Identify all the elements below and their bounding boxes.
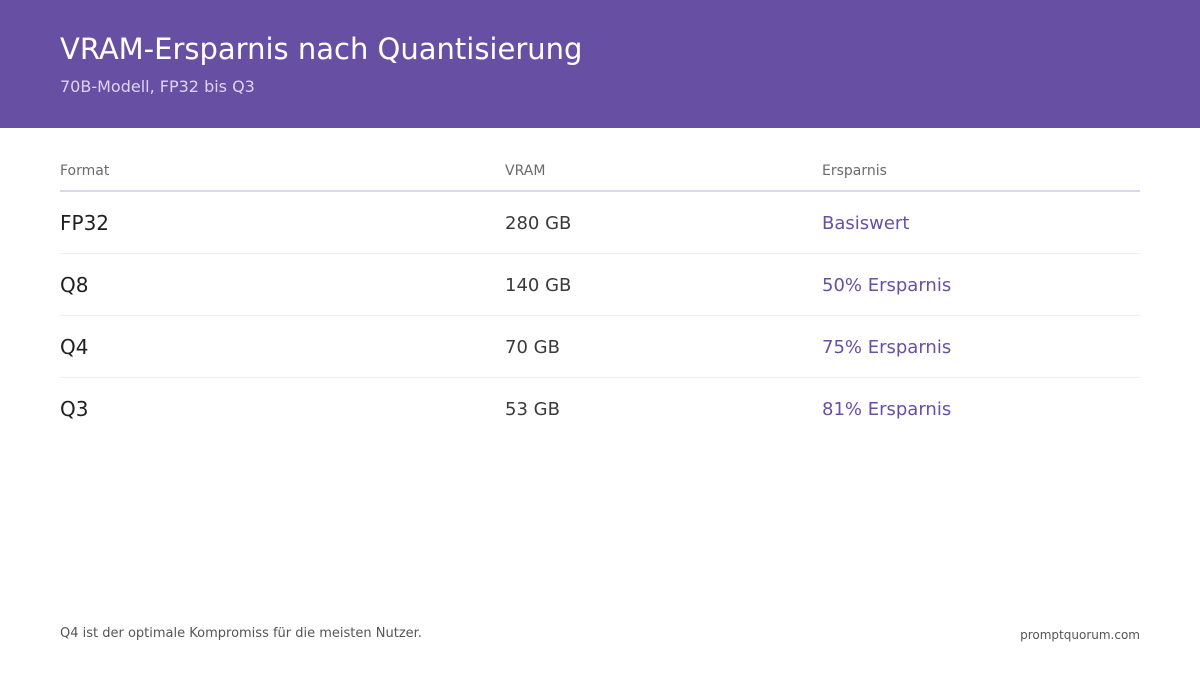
saving-cell: 81% Ersparnis bbox=[822, 399, 952, 420]
table-row: Q4 70 GB 75% Ersparnis bbox=[60, 316, 1140, 378]
comparison-table: Format VRAM Ersparnis FP32 280 GB Basisw… bbox=[60, 150, 1140, 439]
column-header-saving: Ersparnis bbox=[822, 163, 887, 179]
vram-cell: 70 GB bbox=[505, 337, 560, 358]
vram-cell: 140 GB bbox=[505, 275, 572, 296]
page-subtitle: 70B-Modell, FP32 bis Q3 bbox=[60, 77, 255, 96]
format-cell: Q8 bbox=[60, 273, 89, 297]
format-cell: Q4 bbox=[60, 335, 89, 359]
table-row: Q3 53 GB 81% Ersparnis bbox=[60, 378, 1140, 439]
header-banner: VRAM-Ersparnis nach Quantisierung 70B-Mo… bbox=[0, 0, 1200, 128]
footer-note: Q4 ist der optimale Kompromiss für die m… bbox=[60, 626, 422, 641]
column-header-format: Format bbox=[60, 163, 110, 179]
table-row: Q8 140 GB 50% Ersparnis bbox=[60, 254, 1140, 316]
table-header: Format VRAM Ersparnis bbox=[60, 150, 1140, 192]
footer-brand: promptquorum.com bbox=[1020, 628, 1140, 642]
column-header-vram: VRAM bbox=[505, 163, 546, 179]
page-title: VRAM-Ersparnis nach Quantisierung bbox=[60, 32, 583, 66]
table-row: FP32 280 GB Basiswert bbox=[60, 192, 1140, 254]
saving-cell: 50% Ersparnis bbox=[822, 275, 952, 296]
vram-cell: 280 GB bbox=[505, 213, 572, 234]
vram-cell: 53 GB bbox=[505, 399, 560, 420]
saving-cell: 75% Ersparnis bbox=[822, 337, 952, 358]
saving-cell: Basiswert bbox=[822, 213, 910, 234]
format-cell: Q3 bbox=[60, 397, 89, 421]
format-cell: FP32 bbox=[60, 211, 110, 235]
